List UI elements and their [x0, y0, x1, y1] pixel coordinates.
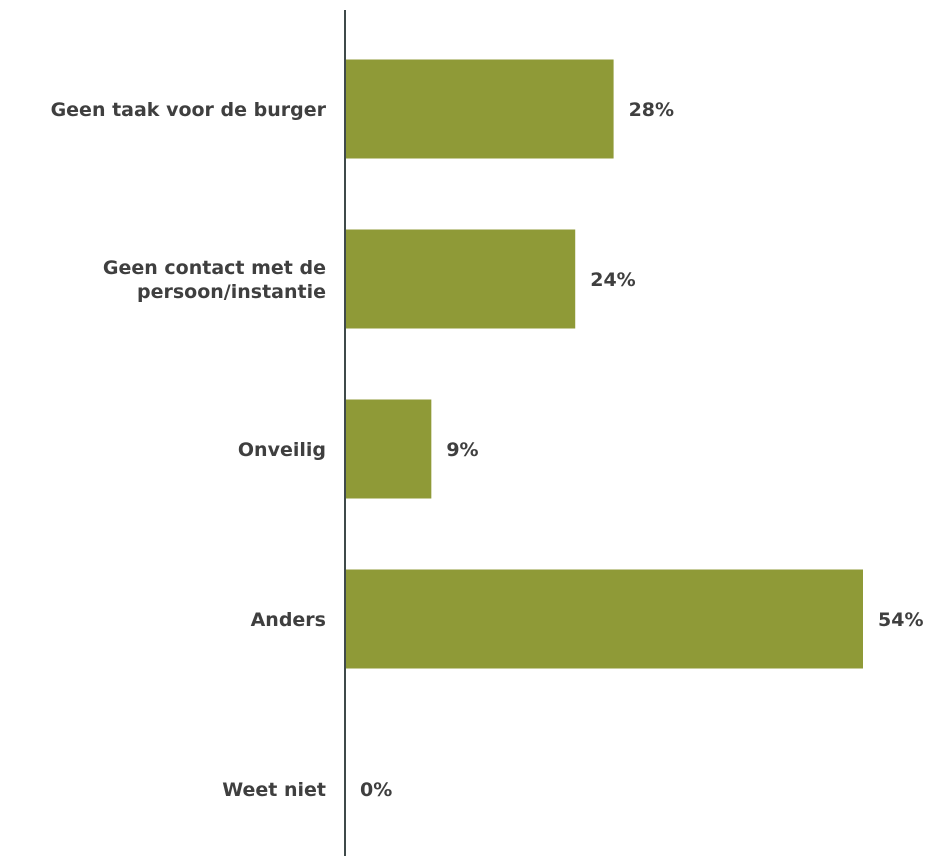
category-label-line: Geen contact met de [103, 257, 326, 279]
bars-group [345, 59, 863, 669]
value-label: 9% [446, 439, 478, 461]
category-label: Anders [251, 609, 326, 631]
category-label: Onveilig [238, 439, 326, 461]
value-label: 24% [590, 269, 635, 291]
bar [345, 59, 614, 159]
category-labels-group: Geen taak voor de burger Geen contact met… [51, 99, 327, 801]
category-label-line: Onveilig [238, 439, 326, 461]
value-labels-group: 28% 24% 9% 54% 0% [360, 99, 923, 801]
category-label-line: Anders [251, 609, 326, 631]
category-label: Geen taak voor de burger [51, 99, 327, 121]
category-label-line: Weet niet [222, 779, 326, 801]
category-label: Geen contact met de persoon/instantie [103, 257, 326, 303]
bar [345, 399, 432, 499]
bar [345, 229, 576, 329]
category-label: Weet niet [222, 779, 326, 801]
category-label-line: persoon/instantie [137, 281, 326, 303]
bar [345, 569, 863, 669]
category-label-line: Geen taak voor de burger [51, 99, 327, 121]
value-label: 54% [878, 609, 923, 631]
value-label: 28% [629, 99, 674, 121]
value-label: 0% [360, 779, 392, 801]
